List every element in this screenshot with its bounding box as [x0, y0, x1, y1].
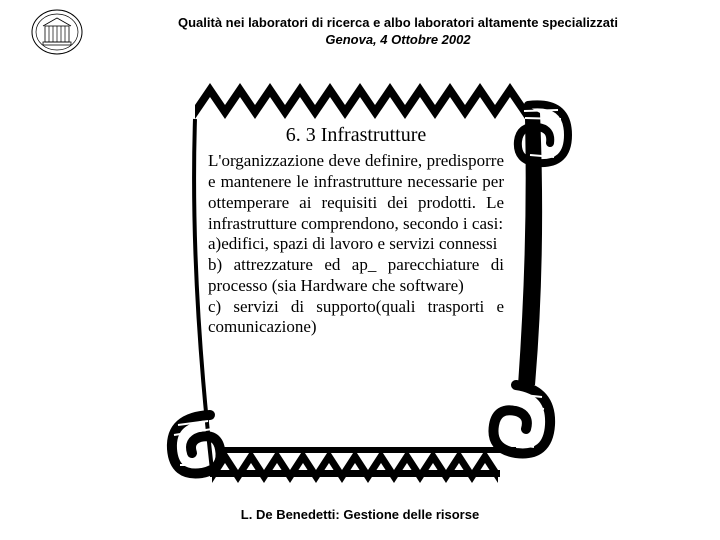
- item-b: b) attrezzature ed ap_ parecchiature di …: [208, 255, 504, 296]
- item-a: a)edifici, spazi di lavoro e servizi con…: [208, 234, 504, 255]
- university-seal-icon: [30, 8, 84, 56]
- page-footer: L. De Benedetti: Gestione delle risorse: [0, 507, 720, 522]
- scroll-content: 6. 3 Infrastrutture L'organizzazione dev…: [208, 123, 504, 338]
- header-line2: Genova, 4 Ottobre 2002: [96, 32, 700, 49]
- section-title: 6. 3 Infrastrutture: [208, 123, 504, 147]
- para-intro: L'organizzazione deve definire, predispo…: [208, 151, 504, 234]
- scroll-parchment: 6. 3 Infrastrutture L'organizzazione dev…: [140, 75, 580, 495]
- header-line1: Qualità nei laboratori di ricerca e albo…: [96, 15, 700, 32]
- item-c: c) servizi di supporto(quali trasporti e…: [208, 297, 504, 338]
- page-header: Qualità nei laboratori di ricerca e albo…: [0, 0, 720, 60]
- header-title: Qualità nei laboratori di ricerca e albo…: [96, 15, 700, 49]
